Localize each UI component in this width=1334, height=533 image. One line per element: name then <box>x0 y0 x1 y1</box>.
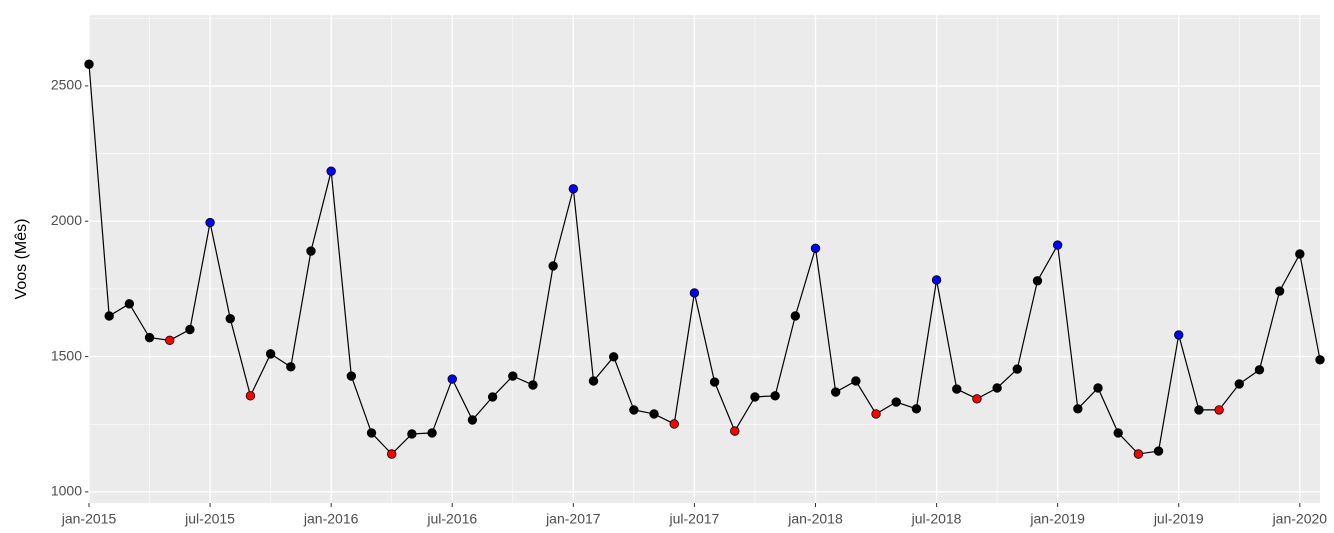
x-tick-label: jul-2015 <box>184 511 235 527</box>
data-point <box>487 392 498 402</box>
series-line <box>88 64 1321 455</box>
x-tick-label: jan-2015 <box>61 511 117 527</box>
x-tick-label: jan-2020 <box>1272 511 1328 527</box>
y-tick-label: 1500 <box>51 347 82 363</box>
data-point <box>1214 405 1224 415</box>
x-tick-label: jan-2019 <box>1029 511 1085 527</box>
data-point <box>649 409 659 419</box>
y-tick-label: 2500 <box>51 77 82 93</box>
data-point <box>265 349 276 359</box>
data-point <box>629 405 639 415</box>
data-point <box>548 261 558 271</box>
x-tick-label: jul-2018 <box>911 511 962 527</box>
data-point <box>689 288 700 298</box>
data-point <box>306 246 316 256</box>
x-tick-label: jan-2018 <box>787 511 843 527</box>
data-point <box>931 275 942 285</box>
data-point <box>286 362 296 372</box>
data-point <box>588 376 599 386</box>
data-point <box>346 371 357 381</box>
data-point <box>568 184 579 194</box>
data-point <box>1032 276 1043 286</box>
x-tick-label: jul-2019 <box>1153 511 1204 527</box>
data-point <box>467 415 478 425</box>
panel <box>89 15 1320 503</box>
data-point <box>447 374 457 384</box>
data-point <box>1153 446 1164 456</box>
data-point <box>830 387 841 397</box>
data-point <box>669 419 679 429</box>
data-point <box>608 352 619 362</box>
data-point <box>750 392 760 402</box>
data-point <box>124 299 135 309</box>
x-tick-label: jan-2016 <box>303 511 359 527</box>
data-point <box>891 397 901 407</box>
data-point <box>508 371 518 381</box>
data-point <box>528 380 538 390</box>
data-point <box>952 384 962 394</box>
y-tick-label: 1000 <box>51 483 82 499</box>
data-point <box>709 377 720 387</box>
data-point <box>770 391 780 401</box>
data-point <box>84 59 94 69</box>
data-point <box>1113 428 1123 438</box>
x-tick-label: jan-2017 <box>545 511 601 527</box>
data-point <box>165 335 175 346</box>
data-point <box>1012 364 1022 374</box>
data-point <box>1194 405 1204 415</box>
data-point <box>225 313 235 324</box>
data-point <box>1234 379 1244 389</box>
data-point <box>790 311 801 321</box>
data-point <box>1133 449 1144 459</box>
data-point <box>185 324 195 335</box>
data-point <box>851 376 861 386</box>
data-point <box>992 383 1002 393</box>
data-point <box>1093 383 1103 393</box>
data-point <box>1073 404 1083 414</box>
data-point <box>1315 355 1325 365</box>
data-point <box>407 429 417 439</box>
data-point <box>245 391 256 401</box>
data-point <box>972 394 982 404</box>
data-point <box>1295 249 1305 259</box>
y-tick-label: 2000 <box>51 212 82 228</box>
data-point <box>810 243 821 254</box>
data-point <box>871 409 881 419</box>
data-point <box>427 428 437 438</box>
data-point <box>730 426 740 436</box>
x-tick-label: jul-2017 <box>668 511 719 527</box>
data-point <box>366 428 377 438</box>
data-point <box>326 166 336 176</box>
data-point <box>387 449 397 459</box>
data-point <box>1274 286 1285 296</box>
data-point <box>104 311 114 321</box>
data-point <box>205 217 215 228</box>
data-point <box>1254 365 1265 375</box>
data-point <box>1052 240 1063 250</box>
y-axis-label: Voos (Mês) <box>13 219 30 300</box>
data-point <box>911 404 922 414</box>
x-tick-label: jul-2016 <box>426 511 477 527</box>
data-point <box>144 332 155 343</box>
data-point <box>1174 330 1184 340</box>
